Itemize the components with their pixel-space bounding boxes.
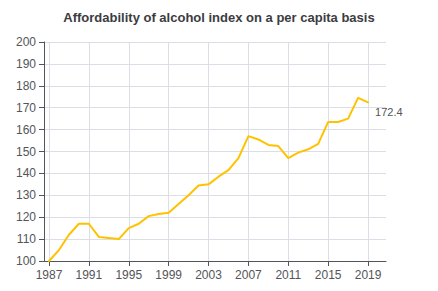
svg-text:170: 170 [16, 101, 36, 115]
svg-text:Affordability of alcohol index: Affordability of alcohol index on a per … [63, 10, 374, 25]
svg-text:1995: 1995 [115, 268, 142, 282]
svg-text:2011: 2011 [275, 268, 301, 282]
svg-text:200: 200 [16, 35, 36, 49]
svg-text:150: 150 [16, 145, 36, 159]
svg-text:2007: 2007 [235, 268, 262, 282]
svg-text:130: 130 [16, 188, 36, 202]
svg-text:2019: 2019 [355, 268, 382, 282]
svg-text:2015: 2015 [315, 268, 342, 282]
svg-text:120: 120 [16, 210, 36, 224]
svg-text:1991: 1991 [76, 268, 103, 282]
svg-text:2003: 2003 [195, 268, 222, 282]
svg-text:190: 190 [16, 57, 36, 71]
svg-text:160: 160 [16, 123, 36, 137]
svg-text:172.4: 172.4 [375, 106, 403, 118]
svg-text:110: 110 [17, 232, 36, 246]
svg-text:1987: 1987 [36, 268, 63, 282]
svg-text:140: 140 [16, 166, 36, 180]
svg-text:180: 180 [16, 79, 36, 93]
svg-text:100: 100 [16, 254, 36, 268]
svg-text:1999: 1999 [155, 268, 182, 282]
